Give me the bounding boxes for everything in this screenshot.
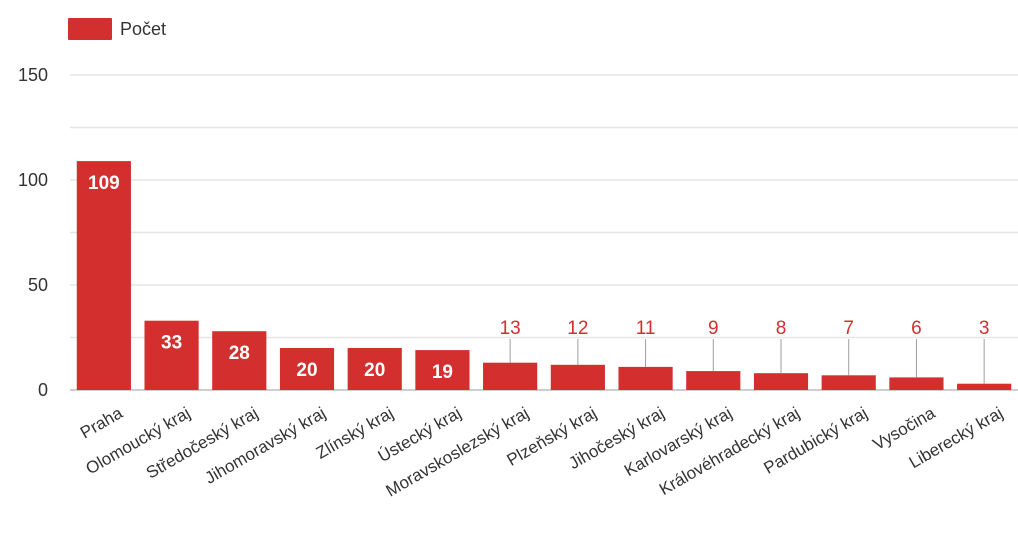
legend: Počet (68, 18, 166, 40)
y-tick-label: 50 (28, 275, 48, 295)
bar (76, 161, 131, 390)
legend-swatch (68, 18, 112, 40)
data-label: 7 (843, 318, 854, 339)
data-label: 13 (500, 318, 521, 339)
data-labels: 109 33 28 20 20 19 13 12 11 9 8 7 6 3 (88, 173, 989, 384)
data-label: 33 (161, 333, 182, 354)
data-label: 8 (776, 318, 787, 339)
bar (686, 371, 741, 390)
y-axis-ticks: 0 50 100 150 (18, 65, 48, 400)
data-label: 20 (364, 360, 385, 381)
bar (279, 348, 335, 390)
x-tick-label: Jihomoravský kraj (202, 403, 329, 487)
bar (821, 375, 876, 390)
data-label: 109 (88, 173, 120, 194)
y-tick-label: 100 (18, 170, 48, 190)
bar (957, 383, 1012, 390)
data-label: 6 (911, 318, 922, 339)
bars (76, 161, 1012, 390)
bar (753, 373, 809, 390)
data-label: 12 (567, 318, 588, 339)
data-label: 9 (708, 318, 719, 339)
legend-label: Počet (120, 19, 166, 39)
bar (212, 331, 267, 390)
bar (144, 320, 199, 390)
y-tick-label: 0 (38, 380, 48, 400)
bar (347, 348, 402, 390)
data-label: 19 (432, 362, 453, 383)
bar (618, 366, 673, 390)
bar (550, 364, 605, 390)
bar (483, 362, 538, 390)
bar (889, 377, 944, 390)
data-label: 28 (229, 343, 250, 364)
data-label: 20 (296, 360, 317, 381)
y-tick-label: 150 (18, 65, 48, 85)
bar (415, 350, 470, 390)
data-label: 11 (636, 318, 656, 339)
x-tick-label: Praha (77, 403, 126, 442)
data-label: 3 (979, 318, 990, 339)
